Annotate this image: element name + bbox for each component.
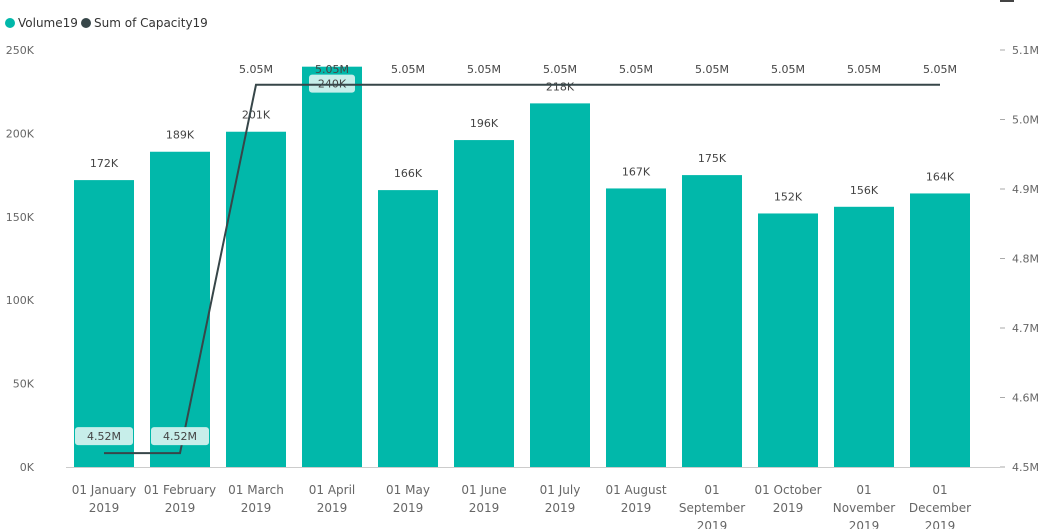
x-tick-label: 01 July 2019	[540, 483, 581, 515]
bar[interactable]	[682, 175, 742, 467]
line-label-background	[75, 427, 133, 446]
y-right-tick-label: 4.6M	[1012, 392, 1039, 405]
bar-data-label: 167K	[622, 165, 651, 178]
x-tick-label: 01 January 2019	[72, 483, 137, 515]
y-left-tick-label: 50K	[13, 378, 35, 391]
y-right-tick-label: 5.1M	[1012, 44, 1039, 57]
line-data-label: 5.05M	[315, 63, 349, 76]
y-left-tick-label: 250K	[6, 44, 35, 57]
line-data-label: 5.05M	[619, 63, 653, 76]
line-data-label: 4.52M	[87, 430, 121, 443]
x-tick-label: 01 March 2019	[228, 483, 284, 515]
line-data-label: 5.05M	[847, 63, 881, 76]
bar[interactable]	[226, 131, 286, 467]
line-data-label: 5.05M	[923, 63, 957, 76]
y-left-tick-label: 200K	[6, 127, 35, 140]
bar[interactable]	[606, 188, 666, 467]
bar[interactable]	[454, 140, 514, 467]
legend: Volume19 Sum of Capacity19	[5, 16, 208, 30]
bar-data-label: 189K	[166, 129, 195, 142]
y-left-tick-label: 0K	[20, 461, 35, 474]
line-point[interactable]	[862, 83, 866, 87]
bar[interactable]	[910, 193, 970, 467]
bar-data-label: 196K	[470, 117, 499, 130]
legend-marker-capacity19	[81, 18, 91, 28]
line-point[interactable]	[938, 83, 942, 87]
y-axis-right: 4.5M 4.6M 4.7M 4.8M 4.9M 5.0M 5.1M	[1000, 44, 1039, 474]
bar[interactable]	[150, 151, 210, 468]
line-label-background	[151, 427, 209, 446]
x-tick-label: 01 February 2019	[144, 483, 216, 515]
line-point[interactable]	[254, 83, 258, 87]
y-right-tick-label: 4.5M	[1012, 461, 1039, 474]
line-point[interactable]	[406, 83, 410, 87]
line-series	[102, 83, 942, 455]
line-point[interactable]	[482, 83, 486, 87]
x-tick-label: 01 May 2019	[386, 483, 430, 515]
y-axis-left: 0K 50K 100K 150K 200K 250K	[6, 44, 35, 474]
line-point[interactable]	[634, 83, 638, 87]
line-data-label: 5.05M	[695, 63, 729, 76]
bar-data-label: 166K	[394, 167, 423, 180]
bar-series	[74, 66, 970, 468]
bar-label-background	[309, 74, 355, 93]
bar-data-label: 164K	[926, 170, 955, 183]
y-right-tick-label: 5.0M	[1012, 114, 1039, 127]
legend-label-volume19: Volume19	[18, 16, 78, 30]
bar-data-label: 156K	[850, 184, 879, 197]
y-right-tick-label: 4.8M	[1012, 253, 1039, 266]
bar-data-label: 175K	[698, 152, 727, 165]
x-tick-label: 01 October 2019	[754, 483, 821, 515]
line-data-label: 4.52M	[163, 430, 197, 443]
x-tick-label: 01 April 2019	[309, 483, 356, 515]
legend-label-capacity19: Sum of Capacity19	[94, 16, 208, 30]
bar[interactable]	[74, 180, 134, 467]
line-point[interactable]	[178, 451, 182, 455]
y-right-tick-label: 4.9M	[1012, 183, 1039, 196]
bar-data-labels: 172K189K201K240K166K196K218K167K175K152K…	[90, 74, 955, 203]
line-data-label: 5.05M	[467, 63, 501, 76]
x-tick-label: 01 June 2019	[461, 483, 506, 515]
y-left-tick-label: 150K	[6, 211, 35, 224]
bar[interactable]	[378, 190, 438, 467]
bar[interactable]	[530, 103, 590, 467]
x-tick-label: 01 September 2019	[679, 483, 745, 529]
line-point[interactable]	[102, 451, 106, 455]
line-data-label: 5.05M	[391, 63, 425, 76]
x-tick-label: 01 August 2019	[605, 483, 666, 515]
bar[interactable]	[302, 66, 362, 468]
line-data-label: 5.05M	[771, 63, 805, 76]
line-point[interactable]	[558, 83, 562, 87]
line-data-label: 5.05M	[239, 63, 273, 76]
line-point[interactable]	[330, 83, 334, 87]
y-left-tick-label: 100K	[6, 294, 35, 307]
line-point[interactable]	[710, 83, 714, 87]
bar-data-label: 218K	[546, 80, 575, 93]
bar[interactable]	[758, 213, 818, 467]
line-data-labels: 4.52M 4.52M 5.05M 5.05M 5.05M 5.05M 5.05M 5.05M…	[75, 63, 957, 446]
bar-data-label: 201K	[242, 109, 271, 122]
bar[interactable]	[834, 206, 894, 468]
x-tick-label: 01 December 2019	[909, 483, 971, 529]
bar-data-label: 152K	[774, 190, 803, 203]
capacity-line[interactable]	[104, 83, 940, 455]
line-data-label: 5.05M	[543, 63, 577, 76]
line-point[interactable]	[786, 83, 790, 87]
bar-data-label: 172K	[90, 157, 119, 170]
x-tick-label: 01 November 2019	[833, 483, 895, 529]
y-right-tick-label: 4.7M	[1012, 322, 1039, 335]
legend-marker-volume19	[5, 18, 15, 28]
